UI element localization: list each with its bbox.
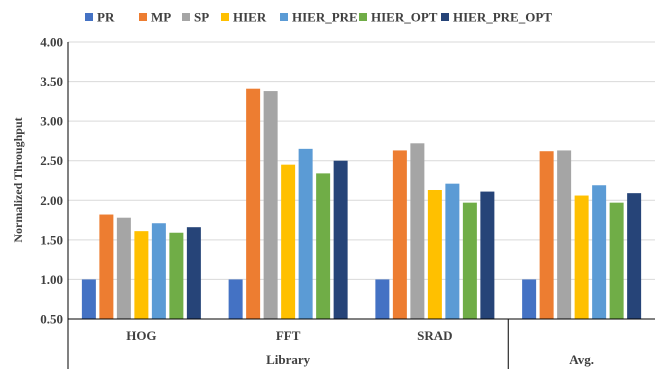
bar-pr-avg (522, 279, 537, 319)
bar-pr-fft (228, 279, 243, 319)
bar-hier-pre-avg (592, 185, 607, 319)
y-tick-label: 3.00 (40, 114, 63, 129)
legend-label-pr: PR (97, 10, 115, 25)
legend-label-hier-pre-opt: HIER_PRE_OPT (453, 10, 552, 25)
bar-hier-opt-hog (169, 232, 184, 319)
bar-hier-opt-fft (316, 173, 331, 319)
bar-hier-srad (427, 189, 442, 319)
x-category-label-fft: FFT (276, 328, 301, 343)
x-group-label-library: Library (266, 352, 311, 367)
legend-swatch-hier (221, 13, 229, 21)
x-category-label-hog: HOG (126, 328, 156, 343)
y-tick-label: 2.50 (40, 153, 63, 168)
y-axis-title: Normalized Throughput (11, 117, 25, 242)
bar-mp-avg (539, 151, 554, 319)
bar-sp-srad (410, 143, 425, 319)
bar-sp-avg (557, 150, 572, 319)
bar-hier-pre-opt-avg (627, 193, 642, 319)
bar-hier-hog (134, 231, 149, 319)
y-tick-label: 3.50 (40, 74, 63, 89)
legend-label-mp: MP (151, 10, 171, 25)
legend-swatch-hier-pre (280, 13, 288, 21)
legend-swatch-mp (139, 13, 147, 21)
y-tick-label: 1.50 (40, 232, 63, 247)
bar-hier-pre-opt-hog (186, 227, 201, 319)
bar-mp-fft (246, 88, 261, 320)
y-tick-label: 4.00 (40, 35, 63, 50)
legend: PR MP SP HIER HIER_PRE HIER_OPT HIER_PRE_OPT (85, 10, 552, 25)
legend-label-hier-opt: HIER_OPT (371, 10, 438, 25)
bar-hier-pre-fft (298, 148, 313, 319)
legend-swatch-hier-opt (359, 13, 367, 21)
legend-label-hier: HIER (233, 10, 267, 25)
legend-swatch-hier-pre-opt (441, 13, 449, 21)
legend-label-sp: SP (194, 10, 209, 25)
bar-sp-hog (116, 217, 131, 319)
bar-hier-pre-hog (151, 223, 166, 319)
bar-hier-fft (281, 164, 296, 319)
x-category-label-srad: SRAD (417, 328, 452, 343)
bars (81, 88, 642, 320)
axis-labels: 4.00 3.50 3.00 2.50 2.00 1.50 1.00 0.50 HOG FFT SR… (40, 35, 594, 368)
axes (67, 42, 655, 369)
bar-hier-opt-avg (609, 202, 624, 319)
bar-mp-hog (99, 214, 114, 319)
bar-hier-pre-srad (445, 183, 460, 319)
bar-hier-avg (574, 195, 589, 319)
bar-pr-srad (375, 279, 390, 319)
bar-hier-opt-srad (462, 202, 477, 319)
y-tick-label: 0.50 (40, 312, 63, 327)
legend-swatch-sp (182, 13, 190, 21)
y-tick-label: 1.00 (40, 272, 63, 287)
y-tick-label: 2.00 (40, 193, 63, 208)
bar-mp-srad (392, 150, 407, 319)
bar-hier-pre-opt-srad (480, 191, 495, 319)
bar-pr-hog (81, 279, 96, 319)
bar-sp-fft (263, 91, 278, 319)
legend-label-hier-pre: HIER_PRE (292, 10, 358, 25)
bar-hier-pre-opt-fft (333, 160, 348, 319)
x-group-label-avg: Avg. (569, 352, 594, 367)
legend-swatch-pr (85, 13, 93, 21)
